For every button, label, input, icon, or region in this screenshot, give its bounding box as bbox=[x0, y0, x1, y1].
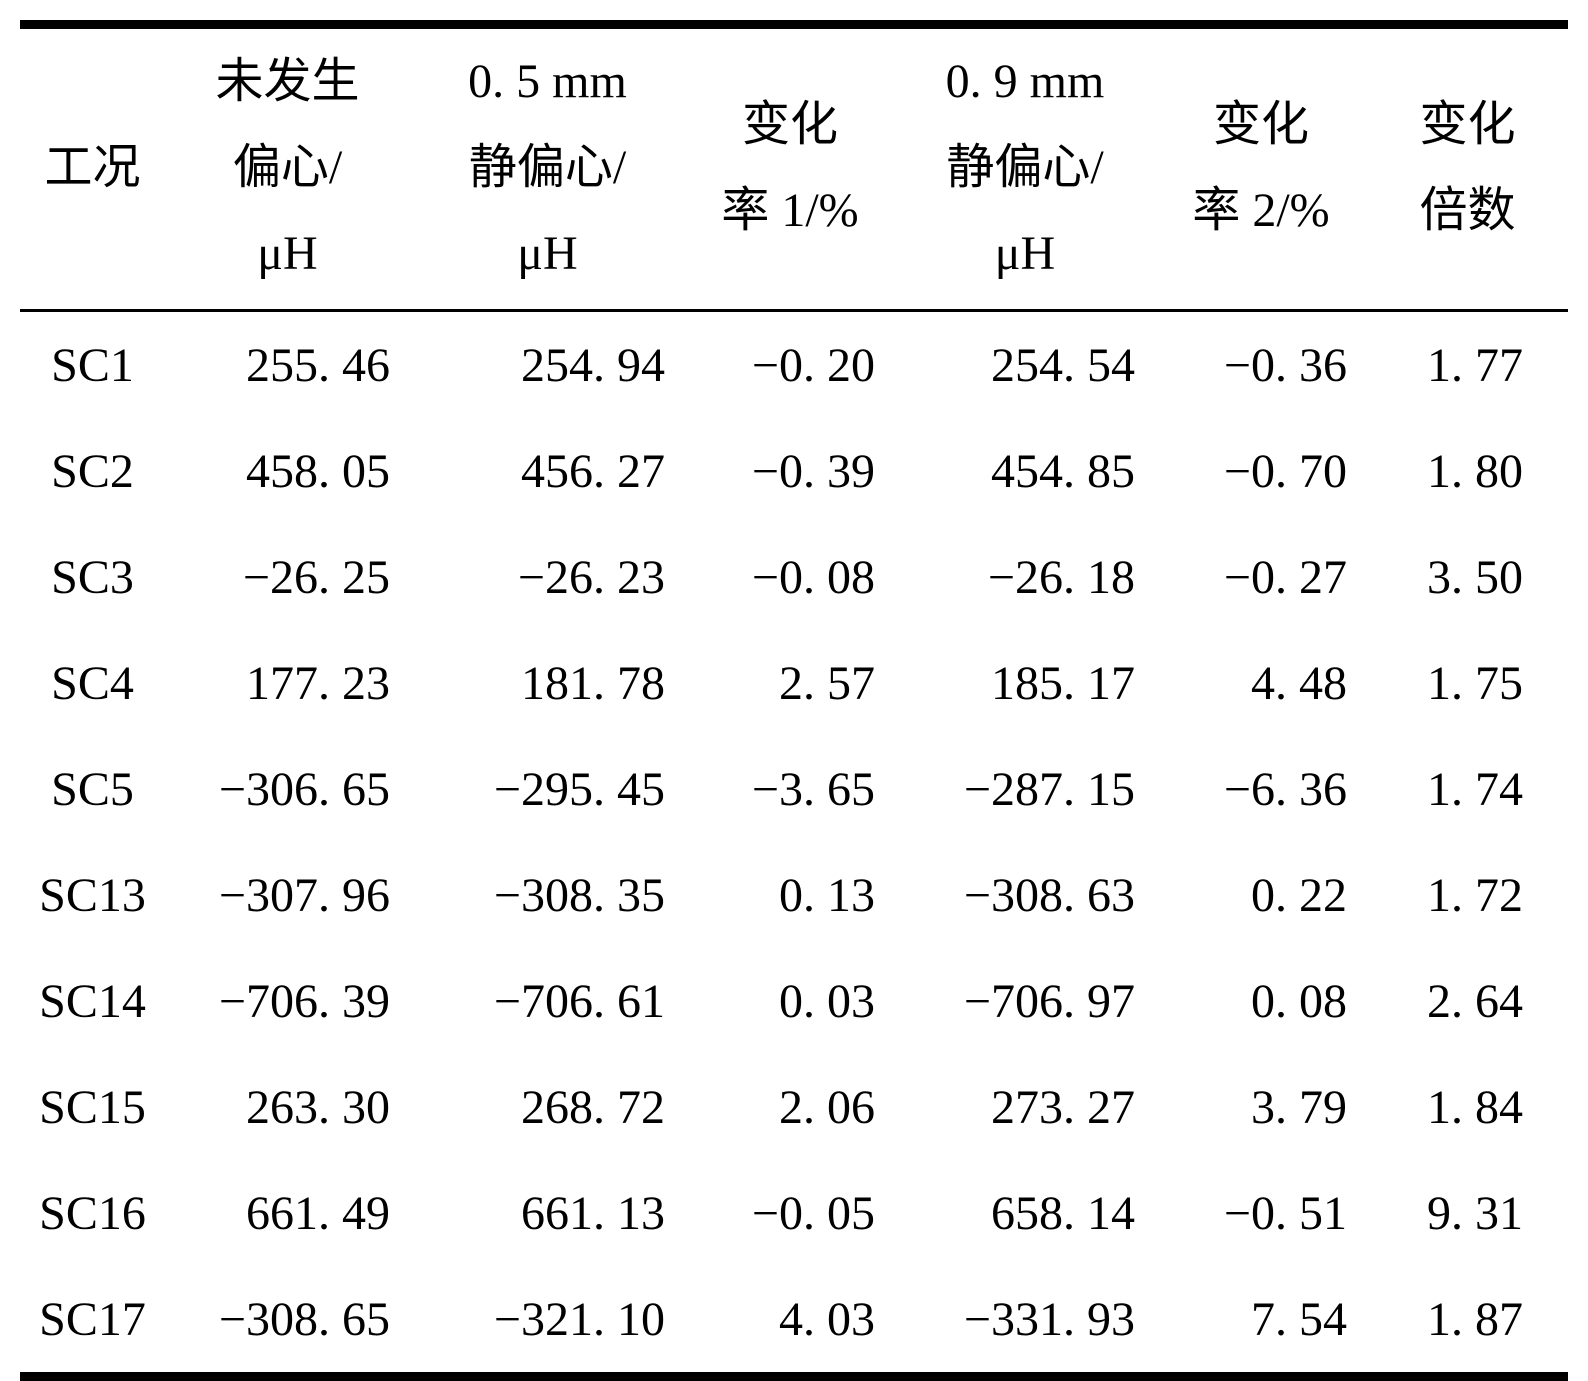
col-header-static-ecc-0-5mm: 0. 5 mm 静偏心/ μH bbox=[468, 55, 627, 280]
table-header: 工况 未发生 偏心/ μH 0. 5 mm 静偏心/ μH 变化 率 1/% 0… bbox=[20, 25, 1568, 311]
cell-condition: SC14 bbox=[39, 974, 146, 1028]
cell-change-rate-2: 0. 08 bbox=[1251, 974, 1347, 1028]
table-row: SC13 −307. 96 −308. 35 0. 13 −308. 63 0.… bbox=[20, 842, 1568, 948]
table-row: SC15 263. 30 268. 72 2. 06 273. 27 3. 79… bbox=[20, 1054, 1568, 1160]
cell-static-ecc-0-5mm: −321. 10 bbox=[493, 1292, 665, 1346]
cell-change-rate-2: −0. 51 bbox=[1223, 1186, 1347, 1240]
col-header-no-eccentricity: 未发生 偏心/ μH bbox=[215, 55, 360, 280]
cell-static-ecc-0-5mm: 181. 78 bbox=[521, 656, 665, 710]
cell-no-eccentricity: 661. 49 bbox=[246, 1186, 390, 1240]
cell-no-eccentricity: 255. 46 bbox=[246, 338, 390, 392]
cell-no-eccentricity: −307. 96 bbox=[218, 868, 390, 922]
cell-change-multiple: 2. 64 bbox=[1427, 974, 1523, 1028]
cell-static-ecc-0-5mm: 661. 13 bbox=[521, 1186, 665, 1240]
cell-change-multiple: 1. 77 bbox=[1427, 338, 1523, 392]
table-row: SC5 −306. 65 −295. 45 −3. 65 −287. 15 −6… bbox=[20, 736, 1568, 842]
cell-change-rate-1: 4. 03 bbox=[779, 1292, 875, 1346]
cell-static-ecc-0-9mm: 454. 85 bbox=[991, 444, 1135, 498]
cell-change-rate-2: −0. 27 bbox=[1223, 550, 1347, 604]
cell-change-rate-2: 0. 22 bbox=[1251, 868, 1347, 922]
cell-static-ecc-0-9mm: 273. 27 bbox=[991, 1080, 1135, 1134]
table-row: SC17 −308. 65 −321. 10 4. 03 −331. 93 7.… bbox=[20, 1266, 1568, 1377]
cell-condition: SC13 bbox=[39, 868, 146, 922]
cell-static-ecc-0-9mm: −331. 93 bbox=[963, 1292, 1135, 1346]
cell-change-rate-1: 2. 57 bbox=[779, 656, 875, 710]
cell-static-ecc-0-5mm: 254. 94 bbox=[521, 338, 665, 392]
cell-change-rate-2: 3. 79 bbox=[1251, 1080, 1347, 1134]
cell-static-ecc-0-9mm: −26. 18 bbox=[987, 550, 1135, 604]
table-row: SC1 255. 46 254. 94 −0. 20 254. 54 −0. 3… bbox=[20, 311, 1568, 419]
cell-no-eccentricity: 177. 23 bbox=[246, 656, 390, 710]
cell-static-ecc-0-5mm: 268. 72 bbox=[521, 1080, 665, 1134]
cell-static-ecc-0-9mm: 185. 17 bbox=[991, 656, 1135, 710]
cell-change-multiple: 1. 87 bbox=[1427, 1292, 1523, 1346]
cell-change-multiple: 1. 75 bbox=[1427, 656, 1523, 710]
cell-change-rate-1: −3. 65 bbox=[751, 762, 875, 816]
cell-static-ecc-0-5mm: −26. 23 bbox=[517, 550, 665, 604]
cell-change-rate-2: −6. 36 bbox=[1223, 762, 1347, 816]
table-row: SC14 −706. 39 −706. 61 0. 03 −706. 97 0.… bbox=[20, 948, 1568, 1054]
cell-static-ecc-0-9mm: 254. 54 bbox=[991, 338, 1135, 392]
cell-condition: SC1 bbox=[51, 338, 134, 392]
col-header-change-multiple: 变化 倍数 bbox=[1419, 98, 1516, 237]
cell-static-ecc-0-9mm: −706. 97 bbox=[963, 974, 1135, 1028]
cell-static-ecc-0-5mm: −706. 61 bbox=[493, 974, 665, 1028]
cell-change-multiple: 3. 50 bbox=[1427, 550, 1523, 604]
cell-condition: SC15 bbox=[39, 1080, 146, 1134]
cell-condition: SC4 bbox=[51, 656, 134, 710]
cell-change-multiple: 9. 31 bbox=[1427, 1186, 1523, 1240]
cell-change-rate-1: −0. 39 bbox=[751, 444, 875, 498]
cell-no-eccentricity: −26. 25 bbox=[242, 550, 390, 604]
cell-change-rate-1: 2. 06 bbox=[779, 1080, 875, 1134]
cell-change-rate-1: −0. 05 bbox=[751, 1186, 875, 1240]
table-row: SC3 −26. 25 −26. 23 −0. 08 −26. 18 −0. 2… bbox=[20, 524, 1568, 630]
col-header-condition: 工况 bbox=[44, 141, 141, 194]
col-header-change-rate-1: 变化 率 1/% bbox=[721, 98, 859, 237]
cell-condition: SC16 bbox=[39, 1186, 146, 1240]
table-row: SC4 177. 23 181. 78 2. 57 185. 17 4. 48 … bbox=[20, 630, 1568, 736]
cell-change-rate-1: 0. 03 bbox=[779, 974, 875, 1028]
cell-change-rate-1: −0. 08 bbox=[751, 550, 875, 604]
cell-no-eccentricity: 458. 05 bbox=[246, 444, 390, 498]
eccentricity-inductance-table: 工况 未发生 偏心/ μH 0. 5 mm 静偏心/ μH 变化 率 1/% 0… bbox=[20, 20, 1568, 1381]
table-row: SC2 458. 05 456. 27 −0. 39 454. 85 −0. 7… bbox=[20, 418, 1568, 524]
cell-static-ecc-0-5mm: −295. 45 bbox=[493, 762, 665, 816]
cell-no-eccentricity: −308. 65 bbox=[218, 1292, 390, 1346]
cell-change-multiple: 1. 74 bbox=[1427, 762, 1523, 816]
table-row: SC16 661. 49 661. 13 −0. 05 658. 14 −0. … bbox=[20, 1160, 1568, 1266]
cell-no-eccentricity: −706. 39 bbox=[218, 974, 390, 1028]
cell-static-ecc-0-9mm: 658. 14 bbox=[991, 1186, 1135, 1240]
cell-condition: SC2 bbox=[51, 444, 134, 498]
cell-condition: SC3 bbox=[51, 550, 134, 604]
cell-change-multiple: 1. 80 bbox=[1427, 444, 1523, 498]
table-body: SC1 255. 46 254. 94 −0. 20 254. 54 −0. 3… bbox=[20, 311, 1568, 1377]
cell-no-eccentricity: −306. 65 bbox=[218, 762, 390, 816]
cell-change-rate-1: 0. 13 bbox=[779, 868, 875, 922]
cell-no-eccentricity: 263. 30 bbox=[246, 1080, 390, 1134]
cell-change-rate-2: 7. 54 bbox=[1251, 1292, 1347, 1346]
cell-change-rate-2: 4. 48 bbox=[1251, 656, 1347, 710]
cell-condition: SC17 bbox=[39, 1292, 146, 1346]
cell-condition: SC5 bbox=[51, 762, 134, 816]
cell-static-ecc-0-5mm: 456. 27 bbox=[521, 444, 665, 498]
cell-static-ecc-0-5mm: −308. 35 bbox=[493, 868, 665, 922]
header-row: 工况 未发生 偏心/ μH 0. 5 mm 静偏心/ μH 变化 率 1/% 0… bbox=[20, 25, 1568, 311]
col-header-static-ecc-0-9mm: 0. 9 mm 静偏心/ μH bbox=[945, 55, 1105, 280]
cell-change-multiple: 1. 84 bbox=[1427, 1080, 1523, 1134]
cell-change-rate-1: −0. 20 bbox=[751, 338, 875, 392]
cell-change-multiple: 1. 72 bbox=[1427, 868, 1523, 922]
cell-change-rate-2: −0. 70 bbox=[1223, 444, 1347, 498]
col-header-change-rate-2: 变化 率 2/% bbox=[1192, 98, 1330, 237]
cell-static-ecc-0-9mm: −287. 15 bbox=[963, 762, 1135, 816]
cell-change-rate-2: −0. 36 bbox=[1223, 338, 1347, 392]
cell-static-ecc-0-9mm: −308. 63 bbox=[963, 868, 1135, 922]
